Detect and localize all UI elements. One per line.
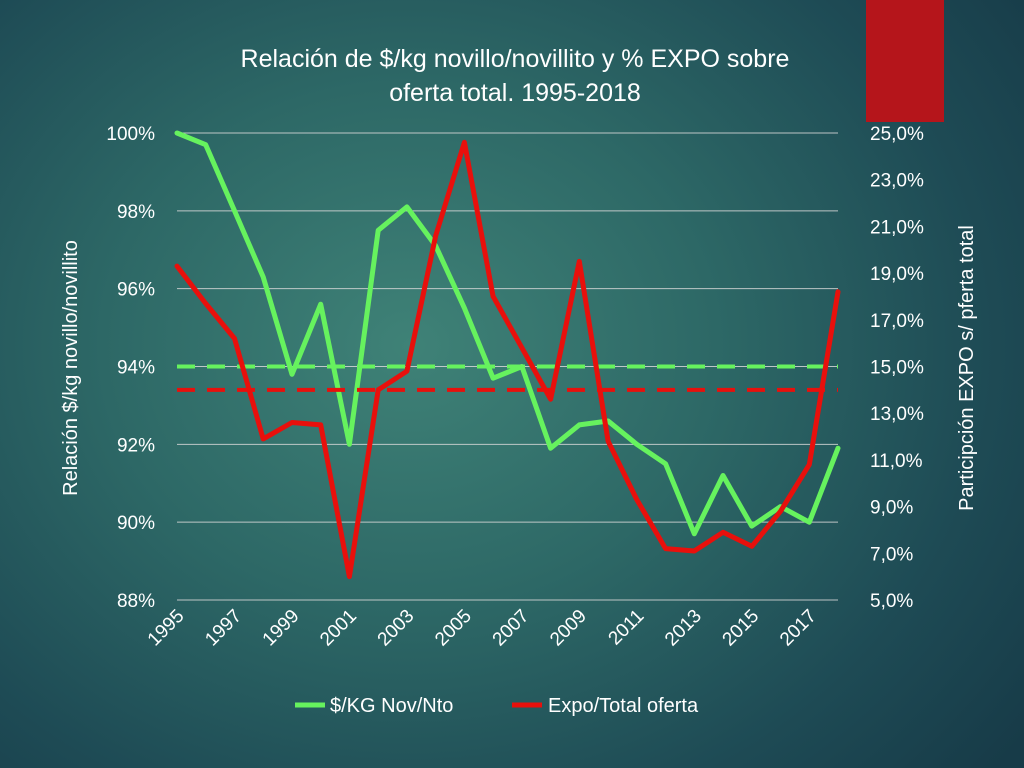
x-tick-label: 2015 <box>719 606 764 651</box>
series-lines <box>174 130 841 580</box>
x-tick-label: 2017 <box>776 606 821 651</box>
right-axis-ticks: 25,0% 23,0% 21,0% 19,0% 17,0% 15,0% 13,0% 11,0%… <box>870 124 924 612</box>
left-tick-label: 96% <box>117 280 155 301</box>
corner-accent-bar <box>866 0 944 122</box>
right-tick-label: 7,0% <box>870 544 913 565</box>
left-tick-label: 92% <box>117 435 155 456</box>
left-tick-label: 100% <box>106 124 155 145</box>
x-tick-label: 1997 <box>201 606 246 651</box>
x-tick-label: 2011 <box>605 606 649 650</box>
chart-title-line-1: Relación de $/kg novillo/novillito y % E… <box>241 45 790 73</box>
x-tick-label: 2007 <box>489 606 534 651</box>
x-tick-label: 2003 <box>374 606 419 651</box>
right-tick-label: 25,0% <box>870 124 924 145</box>
series-line-1 <box>174 139 841 580</box>
chart-title-line-2: oferta total. 1995-2018 <box>389 79 641 107</box>
right-tick-label: 13,0% <box>870 404 924 425</box>
right-tick-label: 19,0% <box>870 264 924 285</box>
left-axis-ticks: 100% 98% 96% 94% 92% 90% 88% <box>106 124 155 612</box>
right-tick-label: 21,0% <box>870 217 924 238</box>
right-axis-title: Participción EXPO s/ pferta total <box>956 225 978 511</box>
right-tick-label: 23,0% <box>870 171 924 192</box>
legend: $/KG Nov/Nto Expo/Total oferta <box>295 695 699 717</box>
left-axis-title: Relación $/kg novillo/novillito <box>60 240 82 496</box>
series-line-0 <box>174 130 841 537</box>
x-tick-label: 2005 <box>431 606 476 651</box>
left-tick-label: 90% <box>117 513 155 534</box>
left-tick-label: 88% <box>117 591 155 612</box>
x-axis-ticks: 1995 1997 1999 2001 2003 2005 2007 2009 2011 2013… <box>144 606 821 651</box>
left-tick-label: 94% <box>117 358 155 379</box>
right-tick-label: 9,0% <box>870 498 913 519</box>
left-tick-label: 98% <box>117 202 155 223</box>
x-tick-label: 1999 <box>259 606 304 651</box>
x-tick-label: 2001 <box>316 606 361 651</box>
right-tick-label: 11,0% <box>870 451 923 472</box>
right-tick-label: 17,0% <box>870 311 924 332</box>
x-tick-label: 1995 <box>144 606 189 651</box>
right-tick-label: 5,0% <box>870 591 913 612</box>
x-tick-label: 2009 <box>546 606 591 651</box>
legend-label-green: $/KG Nov/Nto <box>330 695 453 717</box>
legend-label-red: Expo/Total oferta <box>548 695 699 717</box>
x-tick-label: 2013 <box>661 606 706 651</box>
right-tick-label: 15,0% <box>870 358 924 379</box>
